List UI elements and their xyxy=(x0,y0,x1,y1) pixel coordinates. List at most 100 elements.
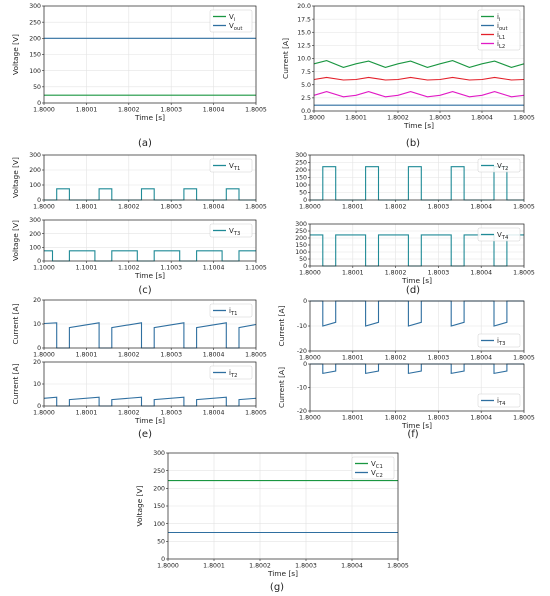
y-tick-label: 300 xyxy=(29,152,41,159)
x-tick-label: 1.8000 xyxy=(299,415,321,422)
y-tick-label: 0 xyxy=(303,361,307,368)
chart-3: 1.1000 1.1001 1.1002 1.1003 1.1004 1.1005 0 100… xyxy=(11,217,267,280)
y-tick-label: 0 xyxy=(37,100,41,107)
x-axis-label: Time [s] xyxy=(134,271,165,280)
chart-0: 1.8000 1.8001 1.8002 1.8003 1.8004 1.8005 0 50 1… xyxy=(11,3,267,149)
x-tick-label: 1.8003 xyxy=(160,204,182,211)
x-tick-label: 1.8004 xyxy=(203,107,225,114)
y-tick-label: -10 xyxy=(297,385,307,392)
y-tick-label: 100 xyxy=(29,182,41,189)
series-line-i-i xyxy=(313,60,525,68)
x-tick-label: 1.8000 xyxy=(33,107,55,114)
x-tick-label: 1.8005 xyxy=(513,115,535,122)
x-axis-label: Time [s] xyxy=(267,569,298,578)
series-line-i-t4 xyxy=(310,363,524,375)
y-tick-label: 100 xyxy=(29,68,41,75)
x-tick-label: 1.8001 xyxy=(76,352,98,359)
series-line-i-l1 xyxy=(313,76,525,81)
panel-caption: (c) xyxy=(138,285,151,296)
x-tick-label: 1.1004 xyxy=(203,265,225,272)
y-tick-label: 300 xyxy=(29,3,41,10)
legend-label: iT1 xyxy=(229,307,238,317)
legend-label: iL2 xyxy=(497,40,505,50)
legend-label: Vout xyxy=(229,22,242,32)
legend-box xyxy=(209,9,253,33)
x-tick-label: 1.8000 xyxy=(33,352,55,359)
y-tick-label: 0 xyxy=(37,197,41,204)
x-tick-label: 1.8004 xyxy=(203,204,225,211)
y-tick-label: 10 xyxy=(33,381,41,388)
y-tick-label: 250 xyxy=(295,160,307,167)
y-tick-label: 0 xyxy=(303,298,307,305)
y-tick-label: 0 xyxy=(37,403,41,410)
x-tick-label: 1.8005 xyxy=(245,410,267,417)
y-tick-label: 200 xyxy=(29,231,41,238)
x-tick-label: 1.8003 xyxy=(428,415,450,422)
y-tick-label: 2.5 xyxy=(301,95,311,102)
legend-box xyxy=(477,333,521,348)
x-tick-label: 1.8005 xyxy=(245,204,267,211)
x-tick-label: 1.8001 xyxy=(76,410,98,417)
legend: VT1 xyxy=(209,158,253,173)
x-tick-label: 1.8002 xyxy=(118,410,140,417)
y-tick-label: 50 xyxy=(299,256,307,263)
y-tick-label: 100 xyxy=(29,245,41,252)
x-tick-label: 1.8005 xyxy=(513,415,535,422)
x-tick-label: 1.8002 xyxy=(118,107,140,114)
legend-label: VC2 xyxy=(371,469,383,479)
y-tick-label: 200 xyxy=(295,167,307,174)
legend-label: iT2 xyxy=(229,369,238,379)
y-tick-label: 0.0 xyxy=(301,108,311,115)
y-tick-label: 0 xyxy=(37,345,41,352)
y-tick-label: 100 xyxy=(153,521,165,528)
x-tick-label: 1.8003 xyxy=(428,355,450,362)
x-tick-label: 1.8003 xyxy=(160,107,182,114)
legend: iT4 xyxy=(477,393,521,408)
x-tick-label: 1.8001 xyxy=(342,270,364,277)
x-tick-label: 1.8005 xyxy=(245,107,267,114)
y-tick-label: -20 xyxy=(297,348,307,355)
legend-label: VT1 xyxy=(229,162,240,172)
y-tick-label: 10 xyxy=(33,321,41,328)
y-tick-label: 0 xyxy=(37,258,41,265)
y-tick-label: 300 xyxy=(153,450,165,457)
legend-label: VT3 xyxy=(229,227,240,237)
y-axis-label: Current [A] xyxy=(277,305,286,346)
x-tick-label: 1.8002 xyxy=(385,270,407,277)
x-tick-label: 1.8000 xyxy=(33,204,55,211)
axes-frame xyxy=(309,223,525,267)
legend-box xyxy=(209,303,253,318)
legend: iT3 xyxy=(477,333,521,348)
x-tick-label: 1.8002 xyxy=(385,355,407,362)
y-tick-label: 15.0 xyxy=(297,29,311,36)
y-axis-label: Voltage [V] xyxy=(11,34,20,75)
panel-caption: (f) xyxy=(407,429,418,440)
x-tick-label: 1.8001 xyxy=(76,107,98,114)
legend-box xyxy=(209,158,253,173)
y-tick-label: 250 xyxy=(295,228,307,235)
legend-label: VT4 xyxy=(497,231,509,241)
x-tick-label: 1.8004 xyxy=(470,355,492,362)
y-tick-label: 7.5 xyxy=(301,69,311,76)
x-tick-label: 1.8004 xyxy=(470,204,492,211)
chart-4: 1.8000 1.8001 1.8002 1.8003 1.8004 1.80050501… xyxy=(295,152,535,296)
axes-frame xyxy=(309,300,525,352)
x-tick-label: 1.8002 xyxy=(118,352,140,359)
x-axis-label: Time [s] xyxy=(403,121,434,130)
legend: iT1 xyxy=(209,303,253,318)
axes-frame xyxy=(43,154,257,201)
y-tick-label: 17.5 xyxy=(297,16,311,23)
y-tick-label: 150 xyxy=(29,52,41,59)
x-tick-label: 1.8001 xyxy=(76,204,98,211)
x-tick-label: 1.1002 xyxy=(118,265,140,272)
legend-box xyxy=(477,158,521,173)
axes-frame xyxy=(167,452,399,560)
legend-label: VC1 xyxy=(371,460,383,470)
y-tick-label: 250 xyxy=(29,19,41,26)
legend-label: Vi xyxy=(229,13,235,23)
x-tick-label: 1.1000 xyxy=(33,265,55,272)
legend-label: iL1 xyxy=(497,31,505,41)
